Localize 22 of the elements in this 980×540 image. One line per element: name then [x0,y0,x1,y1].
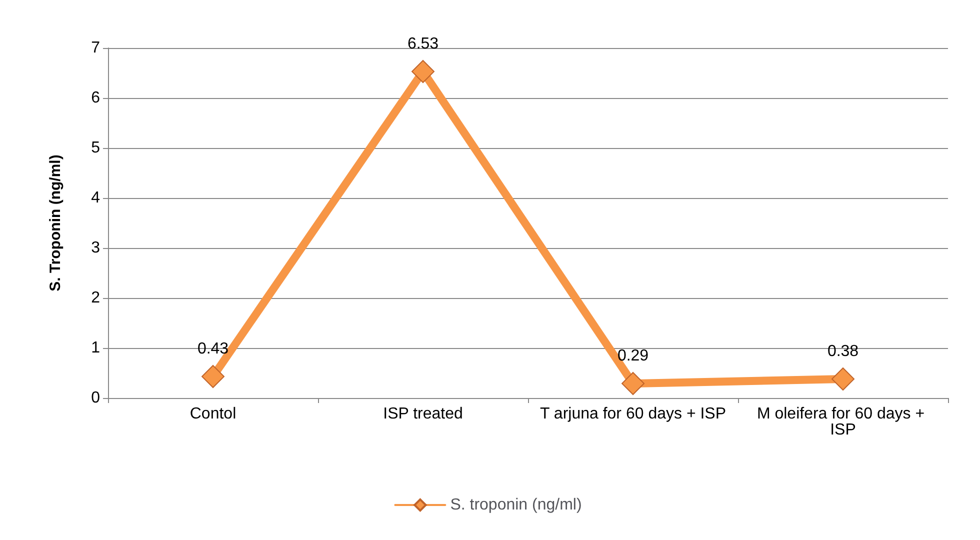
x-tick-label: ISP treated [383,406,463,422]
data-label: 0.29 [617,348,649,364]
y-tick-label: 0 [91,390,100,406]
point [412,60,434,83]
legend-label: S. troponin (ng/ml) [450,496,582,514]
x-tick-label: Contol [190,406,236,422]
point [832,368,854,390]
data-label: 6.53 [407,36,439,52]
y-tick-label: 5 [91,140,100,156]
data-label: 0.38 [827,343,859,360]
point [202,365,224,388]
y-tick-label: 1 [91,340,100,356]
data-label: 0.43 [197,340,229,358]
y-tick-label: 4 [91,190,100,206]
y-tick-label: 3 [91,240,100,256]
y-tick-label: 7 [91,40,100,56]
x-tick-label: M oleifera for 60 days + ISP [756,406,930,438]
y-tick-label: 6 [91,90,100,106]
x-tick-label: T arjuna for 60 days + ISP [540,406,726,422]
point [622,372,644,395]
y-tick-label: 2 [91,290,100,306]
y-axis-title: S. Troponin (ng/ml) [47,154,64,292]
